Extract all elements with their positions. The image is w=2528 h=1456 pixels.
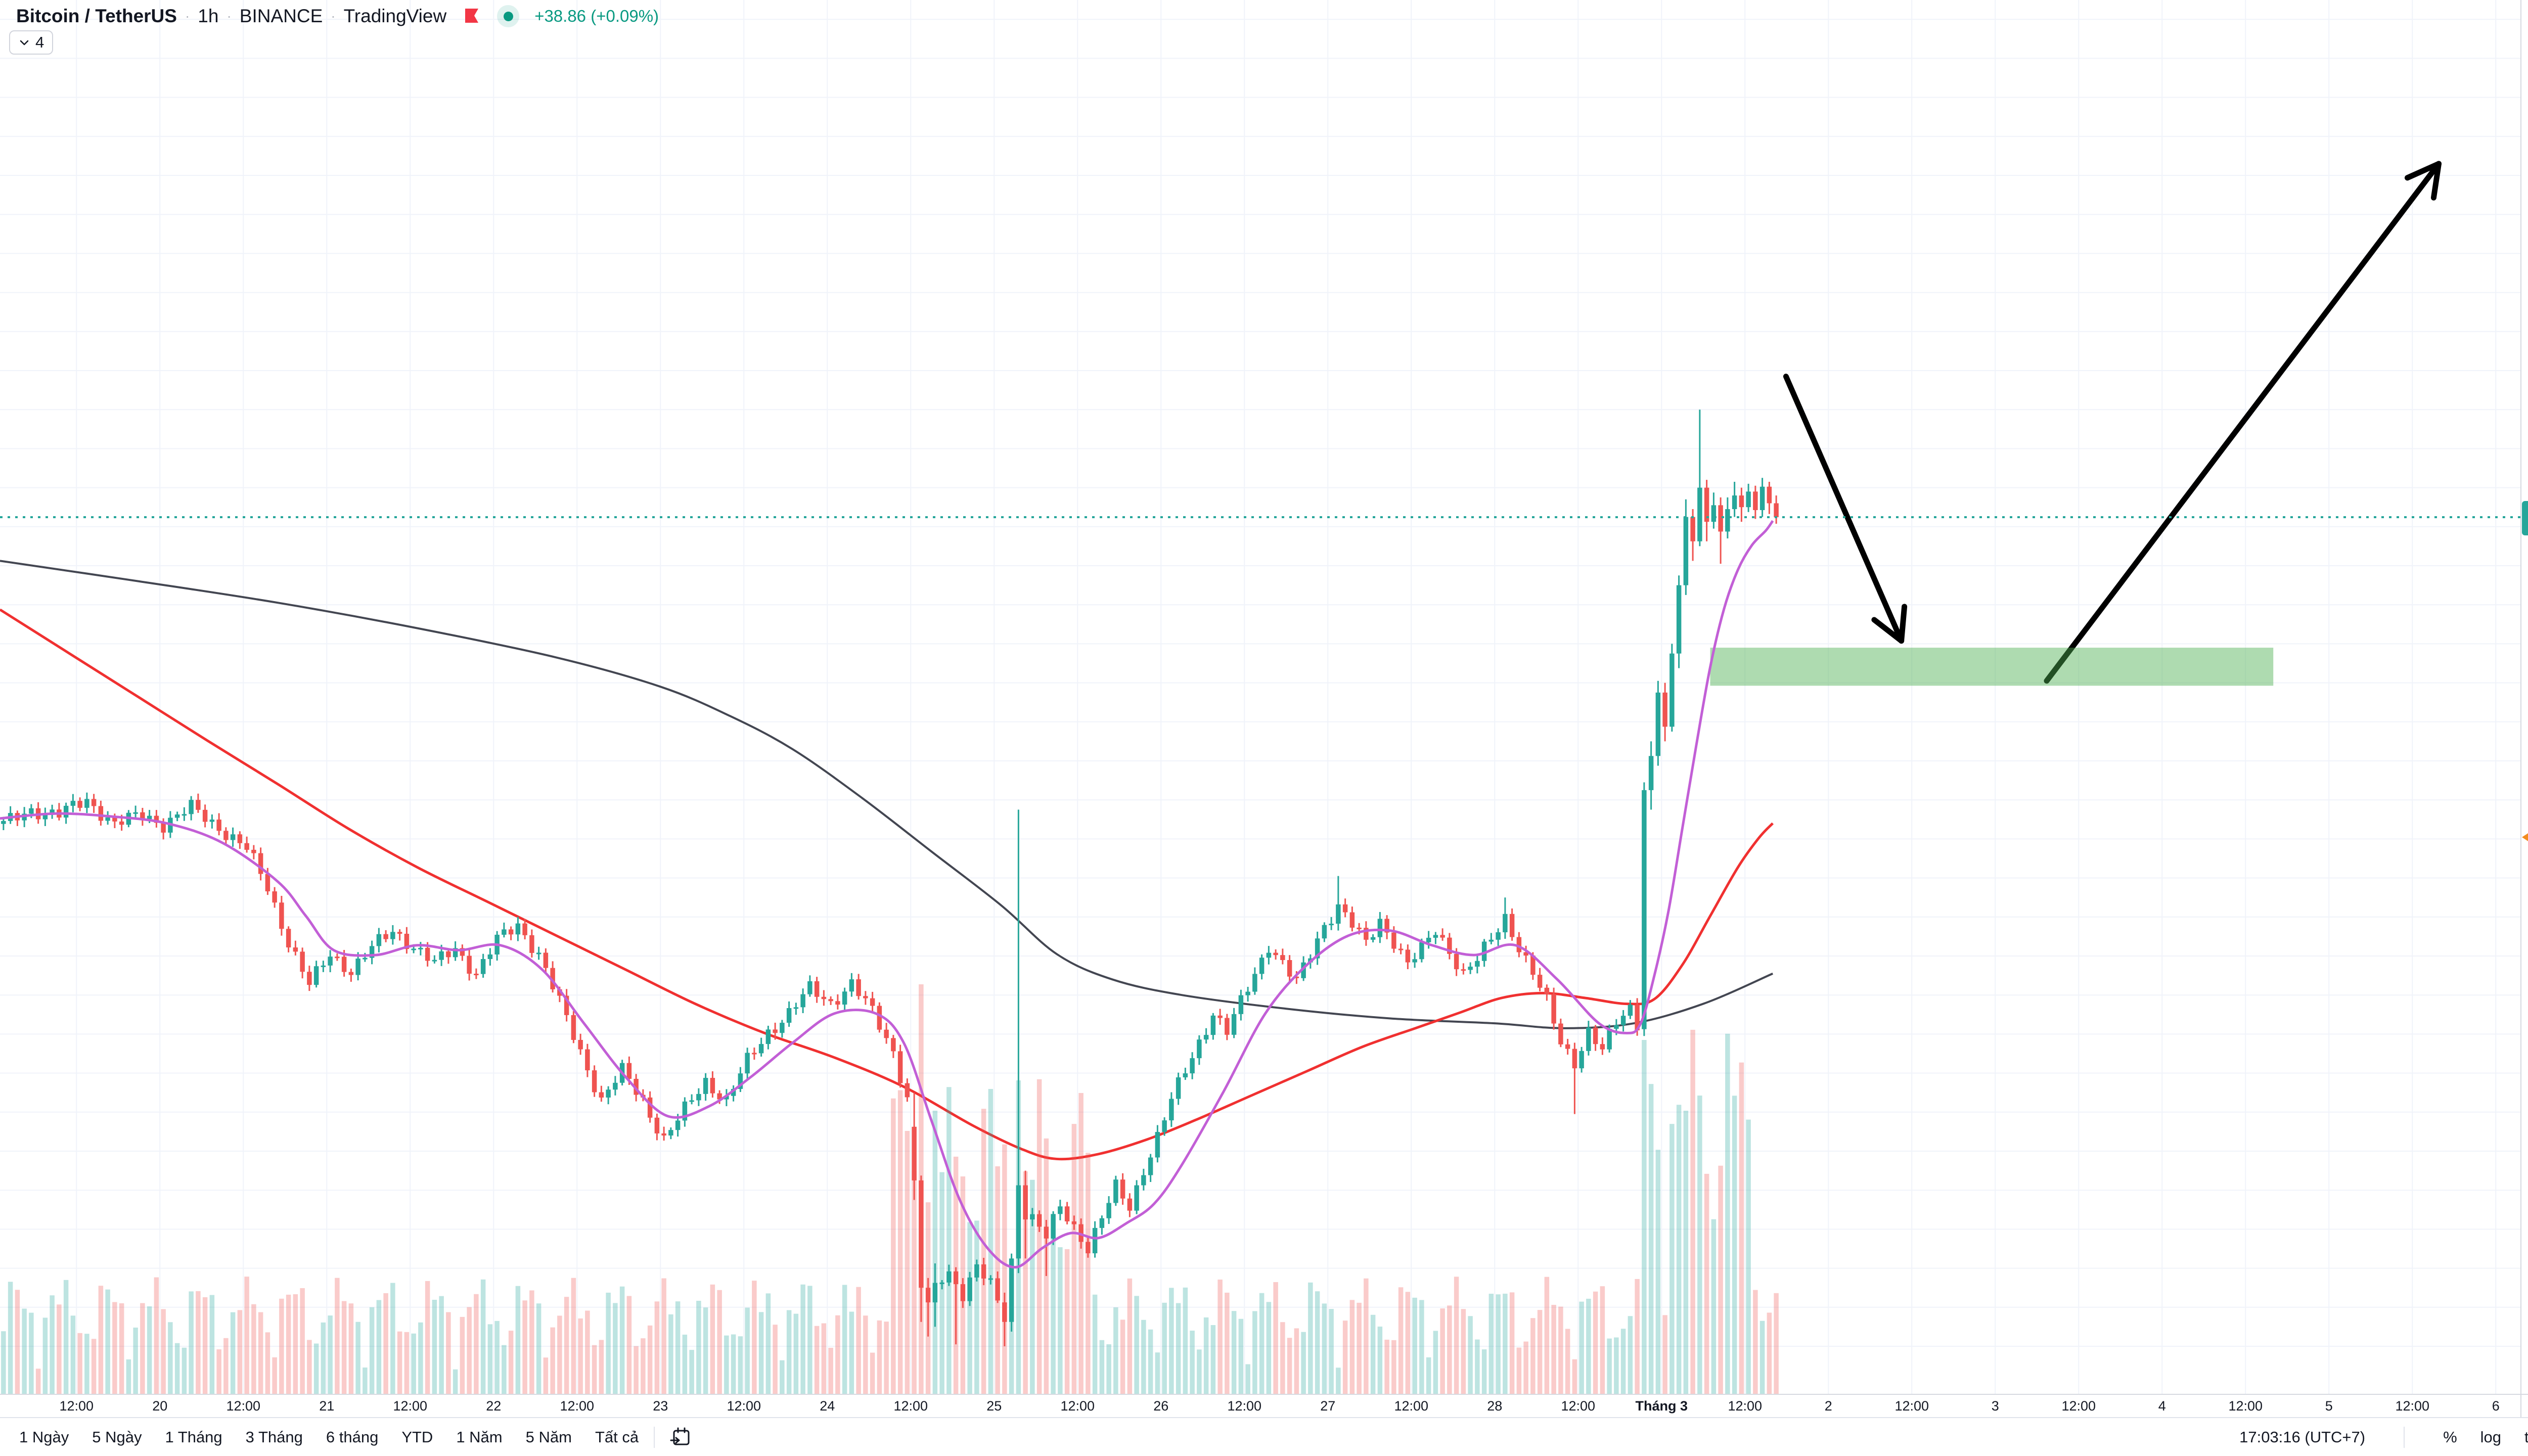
range-button[interactable]: 1 Tháng	[165, 1428, 222, 1446]
scale-mode-button[interactable]: tự động	[2524, 1428, 2528, 1446]
price-change: +38.86 (+0.09%)	[534, 7, 659, 25]
svg-text:12:00: 12:00	[1060, 1398, 1095, 1414]
axis-borders	[0, 0, 2528, 1417]
range-button[interactable]: 5 Ngày	[92, 1428, 142, 1446]
svg-text:12:00: 12:00	[1894, 1398, 1929, 1414]
price-zone-rectangle[interactable]	[1710, 648, 2274, 686]
status-dot	[503, 11, 513, 21]
date-range-buttons: 1 Ngày 5 Ngày 1 Tháng 3 Tháng 6 tháng YTD 1 Nă…	[0, 1428, 639, 1446]
svg-text:12:00: 12:00	[893, 1398, 928, 1414]
range-button[interactable]: 3 Tháng	[245, 1428, 303, 1446]
candlestick-series	[1, 410, 1779, 1346]
range-button[interactable]: 1 Năm	[456, 1428, 503, 1446]
platform-label[interactable]: TradingView	[343, 6, 447, 26]
scale-mode-button[interactable]: log	[2480, 1428, 2502, 1446]
go-to-date-icon	[670, 1427, 690, 1445]
flag-icon[interactable]	[464, 8, 480, 25]
alert-arrow-icon	[2522, 829, 2528, 845]
range-button[interactable]: Tất cả	[595, 1428, 639, 1446]
chevron-down-icon	[20, 40, 29, 46]
svg-text:12:00: 12:00	[727, 1398, 761, 1414]
collapsed-count: 4	[35, 33, 44, 51]
interval-label[interactable]: 1h	[198, 6, 219, 26]
svg-text:26: 26	[1153, 1398, 1168, 1414]
svg-text:12:00: 12:00	[226, 1398, 260, 1414]
svg-text:20: 20	[152, 1398, 167, 1414]
svg-text:12:00: 12:00	[2228, 1398, 2263, 1414]
svg-text:28: 28	[1487, 1398, 1502, 1414]
svg-text:27: 27	[1320, 1398, 1335, 1414]
svg-text:2: 2	[1825, 1398, 1832, 1414]
go-to-date-button[interactable]	[670, 1426, 692, 1448]
ma-slow-line	[0, 560, 1774, 1029]
scale-mode-buttons: % log tự động	[2443, 1428, 2528, 1446]
toolbar-separator	[2404, 1426, 2405, 1448]
symbol-header: Bitcoin / TetherUS · 1h · BINANCE · Trad…	[16, 5, 659, 27]
svg-text:12:00: 12:00	[1728, 1398, 1762, 1414]
svg-text:24: 24	[820, 1398, 835, 1414]
svg-text:22: 22	[486, 1398, 501, 1414]
svg-text:12:00: 12:00	[560, 1398, 594, 1414]
svg-text:12:00: 12:00	[59, 1398, 94, 1414]
range-button[interactable]: 6 tháng	[326, 1428, 379, 1446]
svg-text:23: 23	[653, 1398, 668, 1414]
svg-text:4: 4	[2158, 1398, 2166, 1414]
market-status-icon[interactable]	[497, 5, 520, 27]
separator-dot: ·	[331, 8, 336, 24]
trend-arrow-down[interactable]	[1783, 374, 1908, 644]
range-button[interactable]: 1 Ngày	[19, 1428, 69, 1446]
svg-text:Tháng 3: Tháng 3	[1635, 1398, 1688, 1414]
volume-series	[1, 984, 1779, 1394]
svg-text:12:00: 12:00	[2395, 1398, 2429, 1414]
object-tree-collapse-button[interactable]: 4	[9, 30, 54, 55]
toolbar-separator	[654, 1426, 655, 1448]
svg-text:12:00: 12:00	[1561, 1398, 1595, 1414]
ma-fast-line	[0, 520, 1774, 1269]
svg-text:3: 3	[1992, 1398, 1999, 1414]
separator-dot: ·	[227, 8, 232, 24]
range-button[interactable]: 5 Năm	[525, 1428, 572, 1446]
exchange-label[interactable]: BINANCE	[239, 6, 323, 26]
symbol-name[interactable]: Bitcoin / TetherUS	[16, 6, 177, 26]
grid-lines	[0, 0, 2520, 1394]
time-axis[interactable]: 12:00 20 12:00 21 12:00 22 12:00 23 12:00 24 12:00…	[59, 1398, 2499, 1414]
bottom-toolbar: 1 Ngày 5 Ngày 1 Tháng 3 Tháng 6 tháng YTD 1 Nă…	[0, 1417, 2528, 1456]
svg-text:12:00: 12:00	[393, 1398, 427, 1414]
timezone-clock[interactable]: 17:03:16 (UTC+7)	[2239, 1428, 2366, 1446]
ma-mid-line	[0, 608, 1774, 1161]
toolbar-right-group: 17:03:16 (UTC+7) % log tự động	[2239, 1426, 2528, 1448]
svg-text:12:00: 12:00	[2061, 1398, 2096, 1414]
svg-text:21: 21	[319, 1398, 334, 1414]
svg-text:12:00: 12:00	[1227, 1398, 1261, 1414]
trend-arrow-up[interactable]	[2044, 161, 2442, 684]
range-button[interactable]: YTD	[401, 1428, 433, 1446]
svg-text:12:00: 12:00	[1394, 1398, 1428, 1414]
scale-mode-button[interactable]: %	[2443, 1428, 2457, 1446]
svg-text:6: 6	[2492, 1398, 2500, 1414]
separator-dot: ·	[185, 8, 190, 24]
svg-text:25: 25	[986, 1398, 1002, 1414]
last-price-label: 43297.20 56:44	[2522, 501, 2528, 536]
price-alert-label[interactable]: 40000.00	[2522, 829, 2528, 845]
svg-text:5: 5	[2325, 1398, 2333, 1414]
